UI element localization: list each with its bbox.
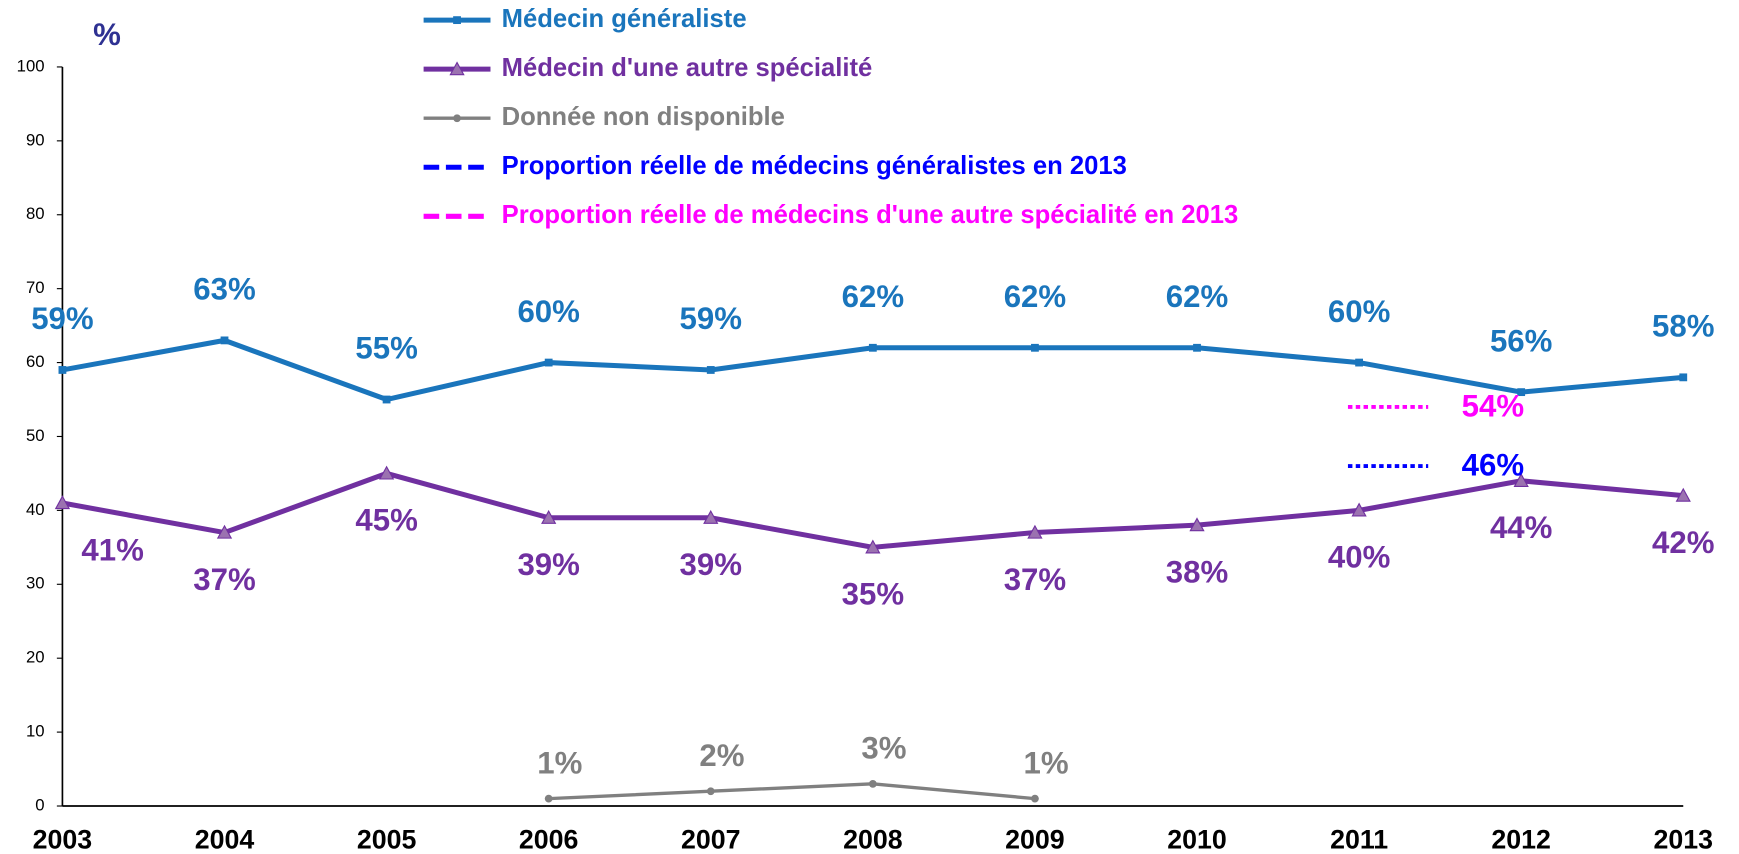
marker xyxy=(1351,502,1367,517)
marker xyxy=(54,495,71,510)
data-label: 37% xyxy=(1004,562,1066,597)
data-label: 41% xyxy=(81,532,143,567)
data-label: 59% xyxy=(31,301,93,336)
y-tick-label: 70 xyxy=(26,278,45,297)
x-tick-label: 2011 xyxy=(1330,825,1388,854)
legend-label: Proportion réelle de médecins généralist… xyxy=(502,152,1127,180)
data-label: 60% xyxy=(517,294,579,329)
x-tick-label: 2012 xyxy=(1491,825,1551,854)
marker xyxy=(1031,794,1039,803)
x-tick-label: 2004 xyxy=(195,825,255,854)
marker xyxy=(58,366,67,374)
legend-label: Médecin généraliste xyxy=(502,5,747,33)
marker xyxy=(449,61,465,76)
data-label: 58% xyxy=(1652,309,1714,344)
data-label: 62% xyxy=(1166,279,1228,314)
data-label: 3% xyxy=(861,731,906,766)
y-axis-label: % xyxy=(93,17,121,52)
marker xyxy=(544,358,553,367)
marker xyxy=(706,366,715,374)
data-label: 59% xyxy=(680,301,742,336)
y-tick-label: 50 xyxy=(26,426,45,445)
marker xyxy=(216,524,233,539)
data-label: 42% xyxy=(1652,525,1714,560)
data-label: 35% xyxy=(842,577,904,612)
marker xyxy=(1193,343,1201,352)
data-label: 1% xyxy=(537,745,582,780)
data-label: 55% xyxy=(355,331,417,366)
y-tick-label: 90 xyxy=(26,130,45,149)
data-label: 62% xyxy=(1004,279,1066,314)
marker xyxy=(541,509,557,524)
data-label: 2% xyxy=(699,738,744,773)
series-line xyxy=(548,782,1036,801)
x-tick-label: 2008 xyxy=(843,825,903,854)
reference-label: 54% xyxy=(1462,388,1524,423)
marker xyxy=(453,16,461,25)
data-label: 38% xyxy=(1166,554,1228,589)
marker xyxy=(378,465,395,480)
marker xyxy=(706,787,715,796)
x-tick-label: 2010 xyxy=(1167,825,1227,854)
data-label: 39% xyxy=(680,547,742,582)
marker xyxy=(1027,524,1043,539)
x-tick-label: 2006 xyxy=(519,825,579,854)
marker xyxy=(1031,343,1039,352)
y-tick-label: 20 xyxy=(26,648,45,667)
x-tick-label: 2005 xyxy=(357,825,417,854)
marker xyxy=(544,794,553,803)
marker xyxy=(220,336,229,345)
data-label: 56% xyxy=(1490,323,1552,358)
marker xyxy=(1355,358,1363,367)
marker xyxy=(1675,487,1691,502)
marker xyxy=(1513,472,1529,487)
marker xyxy=(865,539,881,554)
data-label: 44% xyxy=(1490,510,1552,545)
y-tick-label: 0 xyxy=(35,795,44,814)
y-tick-label: 60 xyxy=(26,352,45,371)
marker xyxy=(453,114,461,123)
x-tick-label: 2007 xyxy=(681,825,741,854)
series-line xyxy=(61,470,1684,550)
y-tick-label: 100 xyxy=(17,56,45,75)
x-tick-label: 2009 xyxy=(1005,825,1065,854)
x-tick-label: 2013 xyxy=(1654,825,1714,854)
legend-label: Médecin d'une autre spécialité xyxy=(502,54,873,82)
x-tick-label: 2003 xyxy=(33,825,93,854)
y-tick-label: 30 xyxy=(26,574,45,593)
marker xyxy=(382,395,391,404)
data-label: 45% xyxy=(355,503,417,538)
data-label: 40% xyxy=(1328,540,1390,575)
y-tick-label: 10 xyxy=(26,722,45,741)
data-label: 1% xyxy=(1024,745,1069,780)
data-label: 37% xyxy=(193,562,255,597)
y-tick-label: 80 xyxy=(26,204,45,223)
marker xyxy=(1189,517,1205,532)
data-label: 60% xyxy=(1328,294,1390,329)
legend-label: Donnée non disponible xyxy=(502,103,785,131)
marker xyxy=(1517,388,1526,397)
data-label: 63% xyxy=(193,272,255,307)
reference-label: 46% xyxy=(1462,447,1524,482)
legend-label: Proportion réelle de médecins d'une autr… xyxy=(502,201,1239,229)
data-label: 62% xyxy=(842,279,904,314)
y-tick-label: 40 xyxy=(26,500,45,519)
marker xyxy=(1679,373,1688,382)
marker xyxy=(868,779,877,788)
marker xyxy=(868,343,877,352)
marker xyxy=(703,509,719,524)
data-label: 39% xyxy=(517,547,579,582)
